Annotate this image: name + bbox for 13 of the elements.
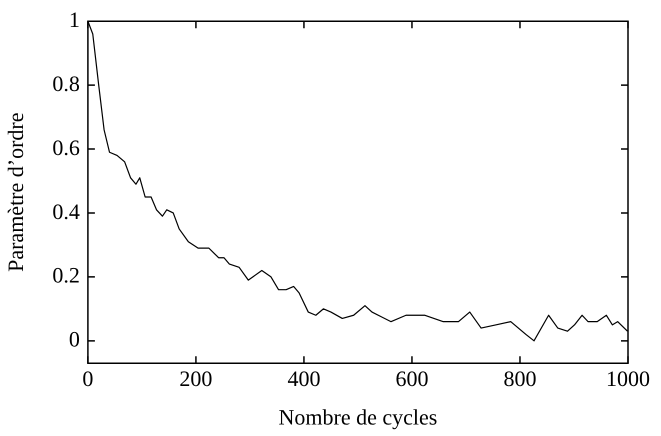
x-tick-label: 800	[503, 366, 536, 392]
y-tick-label: 0.8	[52, 70, 80, 96]
x-tick-label: 1000	[606, 366, 650, 392]
y-axis-title: Paramètre d’ordre	[2, 112, 28, 272]
x-tick-label: 600	[395, 366, 428, 392]
y-tick-label: 0.6	[52, 134, 80, 160]
x-tick-label: 400	[287, 366, 320, 392]
y-tick-label: 0.2	[52, 262, 80, 288]
x-axis-title: Nombre de cycles	[278, 404, 438, 430]
y-tick-label: 0.4	[52, 198, 80, 224]
x-tick-label: 200	[179, 366, 212, 392]
y-tick-label: 1	[68, 6, 80, 32]
y-tick-label: 0	[68, 326, 80, 352]
